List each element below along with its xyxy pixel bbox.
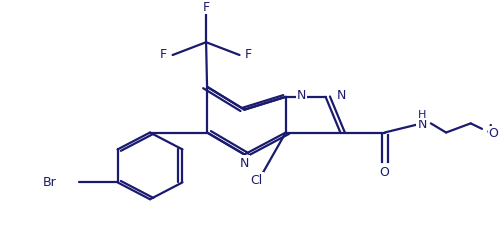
Text: N: N	[297, 89, 306, 102]
Text: N: N	[336, 89, 346, 102]
Text: N: N	[417, 117, 427, 130]
Text: H: H	[418, 109, 426, 119]
Text: Br: Br	[42, 175, 56, 188]
Text: F: F	[203, 1, 210, 14]
Text: O: O	[489, 127, 499, 140]
Text: F: F	[160, 47, 167, 60]
Text: N: N	[240, 156, 249, 169]
Text: O: O	[380, 165, 390, 178]
Text: Cl: Cl	[250, 173, 263, 186]
Text: F: F	[245, 47, 252, 60]
